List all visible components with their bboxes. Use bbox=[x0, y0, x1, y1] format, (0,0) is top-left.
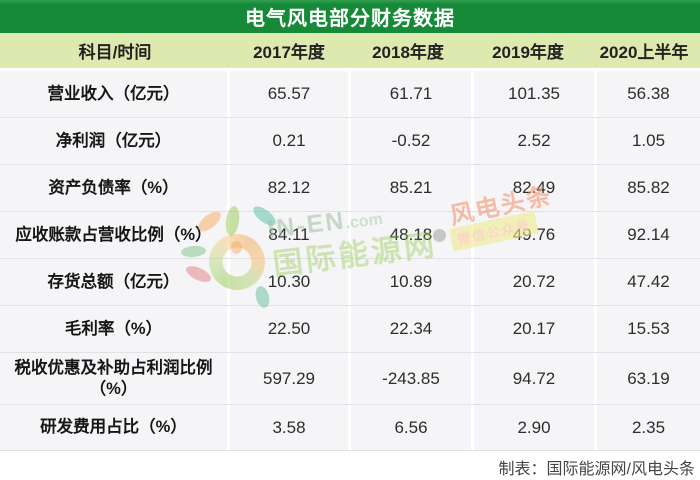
cell-value: 20.72 bbox=[474, 259, 597, 305]
row-label: 毛利率（%） bbox=[0, 306, 230, 352]
table-row: 毛利率（%） 22.50 22.34 20.17 15.53 bbox=[0, 306, 700, 353]
cell-value: 61.71 bbox=[351, 71, 474, 117]
cell-value: 82.12 bbox=[230, 165, 351, 211]
credit-line: 制表：国际能源网/风电头条 bbox=[498, 461, 695, 478]
row-label: 应收账款占营收比例（%） bbox=[0, 212, 230, 258]
cell-value: 0.21 bbox=[230, 118, 351, 164]
column-header-subject: 科目/时间 bbox=[78, 43, 152, 62]
table-row: 应收账款占营收比例（%） 84.11 48.18 49.76 92.14 bbox=[0, 212, 700, 259]
cell-value: 22.34 bbox=[351, 306, 474, 352]
column-header-2018: 2018年度 bbox=[372, 43, 444, 62]
cell-value: 63.19 bbox=[597, 353, 700, 404]
cell-value: 1.05 bbox=[597, 118, 700, 164]
cell-value: 2.90 bbox=[474, 405, 597, 450]
cell-value: 85.82 bbox=[597, 165, 700, 211]
column-header-2020h1: 2020上半年 bbox=[599, 43, 689, 62]
table-row: 存货总额（亿元） 10.30 10.89 20.72 47.42 bbox=[0, 259, 700, 306]
row-label: 研发费用占比（%） bbox=[0, 405, 230, 450]
cell-value: 94.72 bbox=[474, 353, 597, 404]
cell-value: 101.35 bbox=[474, 71, 597, 117]
cell-value: -243.85 bbox=[351, 353, 474, 404]
cell-value: 47.42 bbox=[597, 259, 700, 305]
cell-value: 2.35 bbox=[597, 405, 700, 450]
cell-value: 10.89 bbox=[351, 259, 474, 305]
cell-value: 15.53 bbox=[597, 306, 700, 352]
table-row: 净利润（亿元） 0.21 -0.52 2.52 1.05 bbox=[0, 118, 700, 165]
cell-value: 56.38 bbox=[597, 71, 700, 117]
table-row: 资产负债率（%） 82.12 85.21 82.49 85.82 bbox=[0, 165, 700, 212]
cell-value: -0.52 bbox=[351, 118, 474, 164]
table-header-row: 科目/时间 2017年度 2018年度 2019年度 2020上半年 bbox=[0, 33, 700, 68]
cell-value: 22.50 bbox=[230, 306, 351, 352]
cell-value: 6.56 bbox=[351, 405, 474, 450]
page-title: 电气风电部分财务数据 bbox=[245, 8, 455, 30]
cell-value: 84.11 bbox=[230, 212, 351, 258]
row-label: 存货总额（亿元） bbox=[0, 259, 230, 305]
row-label: 营业收入（亿元） bbox=[0, 71, 230, 117]
row-label: 资产负债率（%） bbox=[0, 165, 230, 211]
row-label: 税收优惠及补助占利润比例（%） bbox=[0, 353, 230, 404]
column-header-2019: 2019年度 bbox=[492, 43, 564, 62]
cell-value: 20.17 bbox=[474, 306, 597, 352]
column-header-2017: 2017年度 bbox=[253, 43, 325, 62]
table-title-bar: 电气风电部分财务数据 bbox=[0, 0, 700, 33]
cell-value: 3.58 bbox=[230, 405, 351, 450]
table-row: 营业收入（亿元） 65.57 61.71 101.35 56.38 bbox=[0, 71, 700, 118]
cell-value: 82.49 bbox=[474, 165, 597, 211]
table-body: 营业收入（亿元） 65.57 61.71 101.35 56.38 净利润（亿元… bbox=[0, 71, 700, 451]
cell-value: 85.21 bbox=[351, 165, 474, 211]
cell-value: 2.52 bbox=[474, 118, 597, 164]
cell-value: 597.29 bbox=[230, 353, 351, 404]
table-row: 税收优惠及补助占利润比例（%） 597.29 -243.85 94.72 63.… bbox=[0, 353, 700, 405]
cell-value: 10.30 bbox=[230, 259, 351, 305]
cell-value: 65.57 bbox=[230, 71, 351, 117]
row-label: 净利润（亿元） bbox=[0, 118, 230, 164]
cell-value: 92.14 bbox=[597, 212, 700, 258]
table-row: 研发费用占比（%） 3.58 6.56 2.90 2.35 bbox=[0, 405, 700, 451]
cell-value: 49.76 bbox=[474, 212, 597, 258]
cell-value: 48.18 bbox=[351, 212, 474, 258]
